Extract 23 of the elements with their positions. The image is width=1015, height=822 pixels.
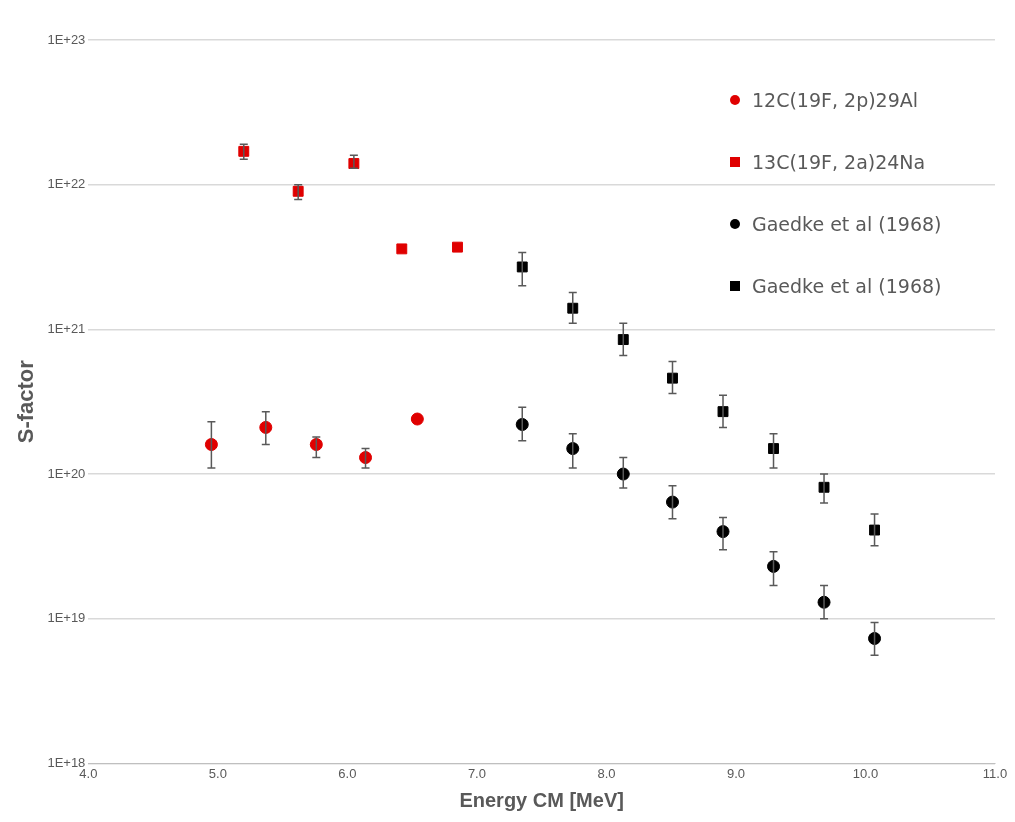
point [396, 243, 408, 255]
y-tick-label: 1E+22 [47, 176, 86, 192]
y-tick-label: 1E+21 [47, 320, 86, 336]
legend-label: 13C(19F, 2a)24Na [752, 151, 926, 173]
point [410, 412, 424, 426]
y-tick-label: 1E+18 [47, 754, 86, 770]
point [617, 334, 629, 346]
legend-label: 12C(19F, 2p)29Al [752, 89, 919, 111]
y-tick-label: 1E+20 [47, 465, 86, 481]
x-tick-label: 11.0 [982, 765, 1008, 781]
x-tick-label: 8.0 [597, 765, 616, 781]
x-axis-title: Energy CM [MeV] [459, 788, 624, 811]
point [452, 241, 463, 253]
x-tick-label: 9.0 [726, 765, 745, 781]
x-tick-label: 7.0 [467, 765, 486, 781]
y-axis-title: S-factor [13, 359, 39, 444]
x-tick-label: 6.0 [338, 765, 357, 781]
x-tick-label: 10.0 [852, 765, 879, 781]
y-tick-label: 1E+19 [47, 610, 86, 626]
y-tick-label: 1E+23 [47, 31, 86, 47]
x-tick-label: 5.0 [208, 765, 227, 781]
legend-label: Gaedke et al (1968) [752, 213, 942, 235]
legend-label: Gaedke et al (1968) [752, 275, 942, 297]
